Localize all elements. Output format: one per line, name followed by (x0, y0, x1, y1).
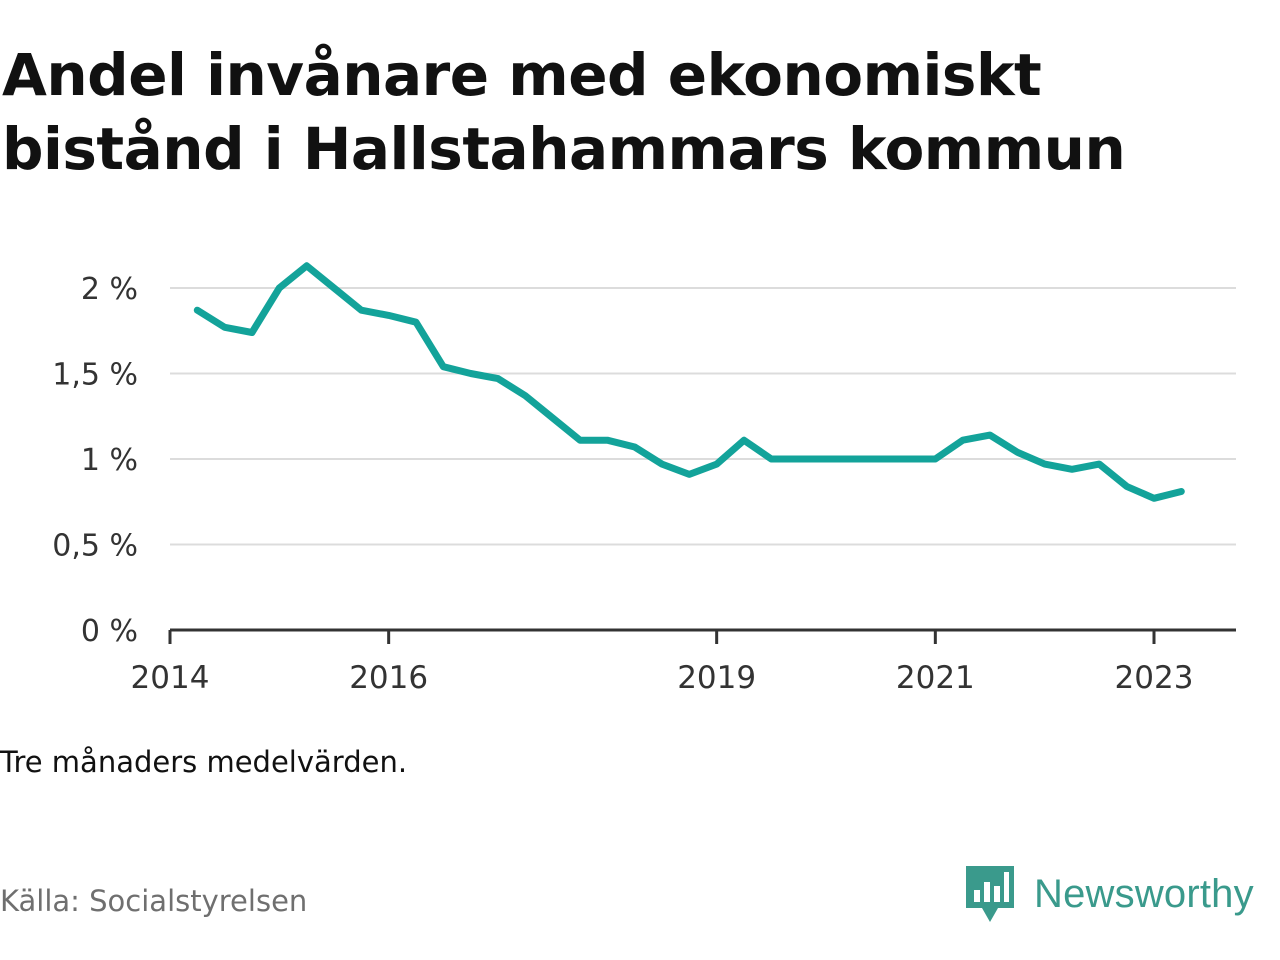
data-point (633, 445, 637, 449)
data-point (1043, 462, 1047, 466)
y-axis: 0 % 0,5 % 1 % 1,5 % 2 % (52, 272, 138, 649)
data-point (879, 457, 883, 461)
y-tick-label: 0,5 % (52, 529, 138, 564)
data-point (797, 457, 801, 461)
data-point (687, 472, 691, 476)
data-point (605, 438, 609, 442)
data-point (551, 416, 555, 420)
data-point (441, 365, 445, 369)
data-point (715, 462, 719, 466)
x-axis: 2014 2016 2019 2021 2023 (131, 628, 1236, 696)
data-point (359, 308, 363, 312)
x-tick-label: 2023 (1115, 660, 1194, 696)
brand-logo: Newsworthy (964, 864, 1254, 924)
brand-name: Newsworthy (1034, 871, 1254, 916)
data-point (933, 457, 937, 461)
chart-title: Andel invånare med ekonomiskt bistånd i … (2, 41, 1126, 183)
data-point (1152, 496, 1156, 500)
y-tick-label: 0 % (81, 614, 138, 649)
data-point (1097, 462, 1101, 466)
data-point (250, 330, 254, 334)
data-point (1015, 450, 1019, 454)
line-chart: 0 % 0,5 % 1 % 1,5 % 2 % 2014 2016 2019 2021 2023 (52, 262, 1236, 696)
data-point (961, 438, 965, 442)
data-point (769, 457, 773, 461)
data-point (1070, 467, 1074, 471)
data-point (742, 438, 746, 442)
data-point (906, 457, 910, 461)
series-line (193, 262, 1185, 502)
data-point (496, 377, 500, 381)
data-point (523, 394, 527, 398)
data-point (305, 264, 309, 268)
data-point (1179, 489, 1183, 493)
data-point (851, 457, 855, 461)
y-tick-label: 2 % (81, 272, 138, 307)
data-point (387, 313, 391, 317)
data-point (195, 308, 199, 312)
data-point (988, 433, 992, 437)
y-tick-label: 1 % (81, 443, 138, 478)
bar-chart-speech-bubble-icon (966, 866, 1014, 922)
data-point (469, 372, 473, 375)
data-point (824, 457, 828, 461)
data-point (277, 286, 281, 290)
chart-note: Tre månaders medelvärden. (0, 745, 408, 779)
data-point (660, 462, 664, 466)
gridlines (170, 287, 1236, 546)
x-tick-label: 2014 (131, 660, 210, 696)
y-tick-label: 1,5 % (52, 358, 138, 393)
data-point (1125, 484, 1129, 488)
data-point (332, 286, 336, 290)
x-tick-label: 2019 (677, 660, 756, 696)
source-text: Källa: Socialstyrelsen (0, 884, 308, 918)
x-tick-label: 2021 (896, 660, 975, 696)
data-point (414, 320, 418, 324)
data-point (223, 325, 227, 329)
data-point (578, 438, 582, 442)
x-tick-label: 2016 (349, 660, 428, 696)
plot-area (193, 262, 1185, 502)
